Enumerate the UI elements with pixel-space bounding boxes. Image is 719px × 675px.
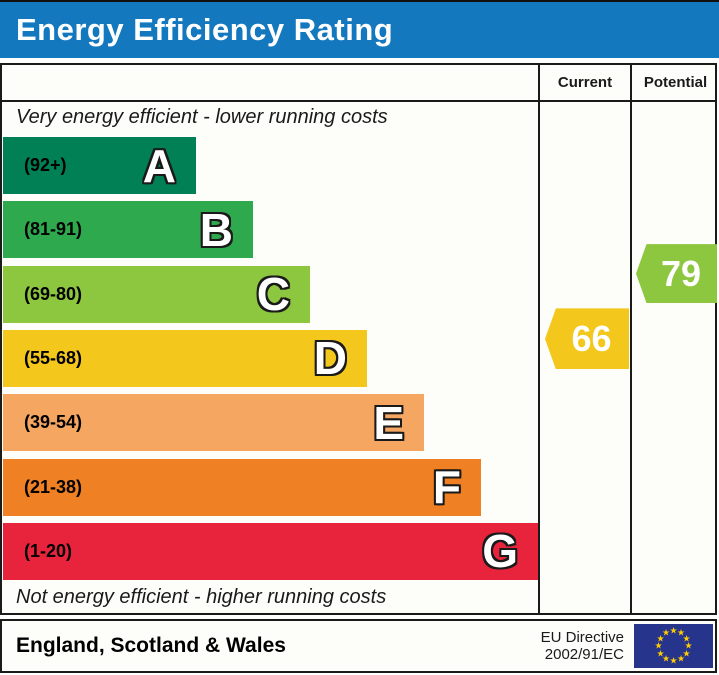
eu-flag-star: ★ xyxy=(656,633,665,643)
eu-flag-icon: ★ ★ ★ ★ ★ ★ ★ ★ ★ ★ ★ ★ xyxy=(634,624,713,668)
header-row-divider xyxy=(2,100,715,102)
band-letter: B xyxy=(199,203,233,256)
current-column-header: Current xyxy=(557,74,613,91)
band-range-label: (21-38) xyxy=(24,476,83,497)
footer-bar: England, Scotland & Wales EU Directive 2… xyxy=(0,619,717,673)
band-letter: D xyxy=(313,332,347,385)
rating-table: Current Potential Very energy efficient … xyxy=(0,63,717,615)
band-row-f: (21-38) F xyxy=(3,458,481,516)
band-row-c: (69-80) C xyxy=(3,265,310,323)
band-range-label: (92+) xyxy=(24,155,67,175)
band-letter: G xyxy=(482,525,518,578)
eu-flag-star: ★ xyxy=(669,655,678,666)
band-letter: F xyxy=(432,461,461,513)
band-row-e: (39-54) E xyxy=(3,394,424,452)
current-column-divider xyxy=(538,65,540,613)
eu-directive-line1: EU Directive xyxy=(540,629,624,646)
band-letter: E xyxy=(373,396,404,449)
band-range-label: (55-68) xyxy=(24,347,83,368)
eu-flag-star: ★ xyxy=(682,648,691,658)
current-rating-arrow: 66 xyxy=(545,308,629,370)
band-row-g: (1-20) G xyxy=(3,522,538,580)
band-range-label: (81-91) xyxy=(24,219,83,240)
eu-flag-star: ★ xyxy=(676,653,686,664)
potential-rating-value: 79 xyxy=(660,252,702,294)
band-range-label: (1-20) xyxy=(24,540,73,561)
band-range-label: (69-80) xyxy=(24,283,83,304)
eu-flag-star: ★ xyxy=(656,648,665,658)
eu-flag-star: ★ xyxy=(682,633,691,643)
potential-column-divider xyxy=(630,65,632,613)
band-row-d: (55-68) D xyxy=(3,329,367,387)
eu-flag-star: ★ xyxy=(676,627,686,638)
bottom-note: Not energy efficient - higher running co… xyxy=(16,586,387,608)
eu-flag-star: ★ xyxy=(684,640,693,651)
potential-rating-arrow: 79 xyxy=(636,244,717,304)
top-note: Very energy efficient - lower running co… xyxy=(16,106,388,128)
band-row-b: (81-91) B xyxy=(3,201,253,259)
band-range-label: (39-54) xyxy=(24,412,83,433)
chart-title-bar: Energy Efficiency Rating xyxy=(0,0,719,58)
potential-column-header: Potential xyxy=(643,74,708,91)
band-letter: A xyxy=(142,139,176,192)
current-rating-value: 66 xyxy=(571,317,612,359)
eu-flag-star: ★ xyxy=(654,640,663,651)
band-letter: C xyxy=(256,268,290,321)
eu-directive-label: EU Directive 2002/91/EC xyxy=(541,629,624,663)
chart-title: Energy Efficiency Rating xyxy=(16,12,394,47)
eu-flag-star: ★ xyxy=(661,653,671,664)
region-label: England, Scotland & Wales xyxy=(16,634,286,657)
eu-flag-star: ★ xyxy=(669,625,678,636)
eu-flag-star: ★ xyxy=(661,627,671,638)
band-row-a: (92+) A xyxy=(3,137,196,194)
eu-directive-line2: 2002/91/EC xyxy=(544,646,624,663)
